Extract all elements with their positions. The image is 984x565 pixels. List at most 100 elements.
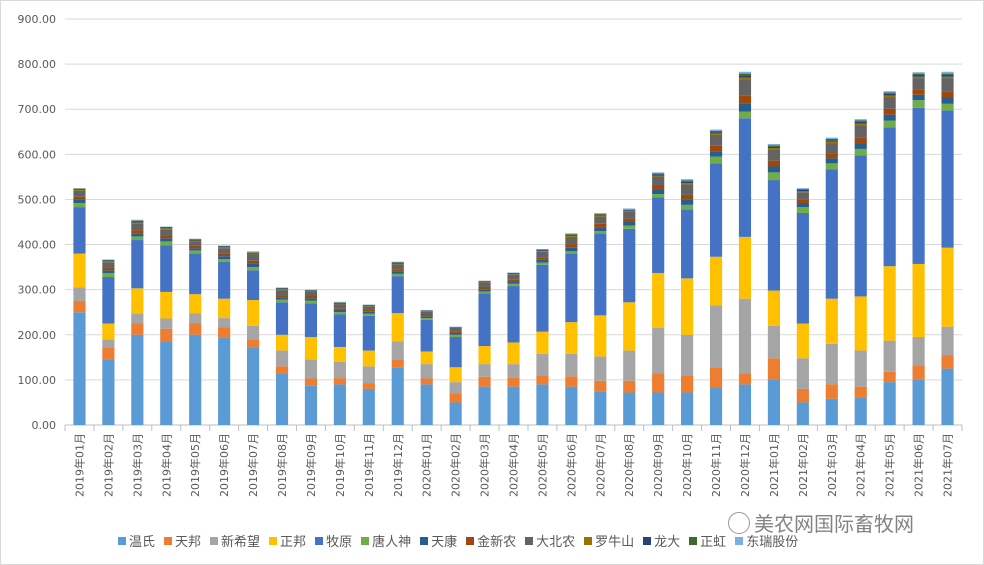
bar-segment: [507, 279, 520, 282]
bar-segment: [247, 263, 260, 268]
bar-segment: [709, 305, 723, 368]
bar-segment: [623, 228, 636, 303]
bar-segment: [565, 376, 578, 387]
x-tick-label: 2020年07月: [593, 433, 607, 497]
bar-segment: [102, 323, 115, 340]
bar-segment: [796, 191, 809, 193]
legend-label: 正虹: [700, 535, 727, 550]
bar-segment: [883, 266, 896, 341]
bar-segment: [160, 341, 173, 425]
bar-segment: [420, 319, 433, 352]
legend-label: 金新农: [477, 535, 517, 550]
legend-item: 唐人神: [361, 531, 411, 550]
bar-segment: [738, 71, 752, 74]
x-tick-label: 2020年02月: [449, 433, 463, 497]
bar-segment: [304, 303, 318, 338]
bar-segment: [160, 328, 173, 342]
bar-segment: [883, 93, 896, 96]
bar-segment: [854, 125, 867, 138]
x-tick-label: 2019年10月: [333, 433, 347, 497]
bar-segment: [478, 364, 491, 377]
bar-segment: [767, 145, 780, 147]
bar-segment: [767, 180, 780, 291]
bar-segment: [767, 290, 780, 326]
y-tick-label: 900.00: [18, 13, 57, 26]
bar-segment: [767, 325, 780, 359]
bar-segment: [709, 129, 723, 131]
bar-segment: [189, 334, 202, 425]
bar-segment: [709, 388, 723, 425]
bar-segment: [131, 334, 144, 425]
bar-segment: [565, 251, 578, 254]
bar-segment: [218, 258, 231, 262]
bar-segment: [594, 391, 607, 425]
bar-segment: [912, 89, 925, 95]
bar-segment: [652, 272, 665, 329]
bar-segment: [565, 386, 578, 425]
bar-segment: [738, 298, 752, 374]
bar-segment: [102, 270, 115, 273]
bar-segment: [420, 316, 433, 319]
legend-item: 正虹: [689, 531, 726, 550]
bar-segment: [507, 342, 520, 365]
bar-segment: [594, 233, 607, 316]
x-tick-label: 2020年04月: [507, 433, 521, 497]
x-tick-label: 2020年10月: [680, 433, 694, 497]
bar-segment: [218, 261, 231, 299]
bar-segment: [883, 114, 896, 121]
bar-segment: [131, 219, 144, 221]
bar-segment: [102, 262, 115, 268]
bar-segment: [738, 95, 752, 104]
bar-segment: [912, 107, 925, 264]
bar-segment: [767, 166, 780, 173]
bar-segment: [189, 253, 202, 295]
bar-segment: [478, 291, 491, 294]
bar-segment: [623, 211, 636, 219]
x-tick-label: 2019年03月: [130, 433, 144, 497]
bar-segment: [275, 366, 289, 374]
bar-segment: [652, 174, 665, 176]
bar-segment: [536, 262, 549, 265]
bar-segment: [796, 388, 809, 403]
bar-segment: [709, 133, 723, 135]
bar-segment: [738, 373, 752, 385]
bar-segment: [652, 392, 665, 425]
bar-segment: [420, 351, 433, 365]
bar-segment: [912, 379, 925, 425]
bar-segment: [796, 192, 809, 200]
x-tick-label: 2021年06月: [912, 433, 926, 497]
bar-segment: [738, 384, 752, 425]
bar-segment: [883, 127, 896, 267]
x-tick-label: 2020年09月: [651, 433, 665, 497]
bar-segment: [912, 78, 925, 90]
bar-segment: [565, 234, 578, 236]
bar-segment: [333, 302, 346, 304]
x-tick-label: 2019年12月: [391, 433, 405, 497]
bar-segment: [160, 229, 173, 236]
bar-segment: [536, 259, 549, 263]
bar-segment: [275, 297, 289, 300]
bar-segment: [420, 384, 433, 425]
bar-segment: [73, 189, 86, 191]
bar-segment: [796, 358, 809, 389]
legend-swatch-icon: [269, 536, 278, 545]
bar-segment: [478, 282, 491, 287]
bar-segment: [738, 73, 752, 76]
x-tick-label: 2020年06月: [564, 433, 578, 497]
bar-segment: [825, 153, 838, 159]
bar-segment: [623, 218, 636, 222]
x-tick-label: 2021年01月: [767, 433, 781, 497]
bar-segment: [362, 350, 375, 367]
bar-segment: [623, 350, 636, 381]
bar-segment: [189, 241, 202, 246]
bar-segment: [883, 108, 896, 115]
bar-segment: [536, 251, 549, 258]
bar-segment: [652, 176, 665, 186]
bar-segment: [681, 184, 694, 195]
bar-segment: [912, 94, 925, 101]
bar-segment: [73, 199, 86, 204]
bar-segment: [796, 323, 809, 359]
bar-segment: [854, 137, 867, 144]
x-tick-label: 2019年06月: [217, 433, 231, 497]
bar-segment: [391, 359, 404, 368]
